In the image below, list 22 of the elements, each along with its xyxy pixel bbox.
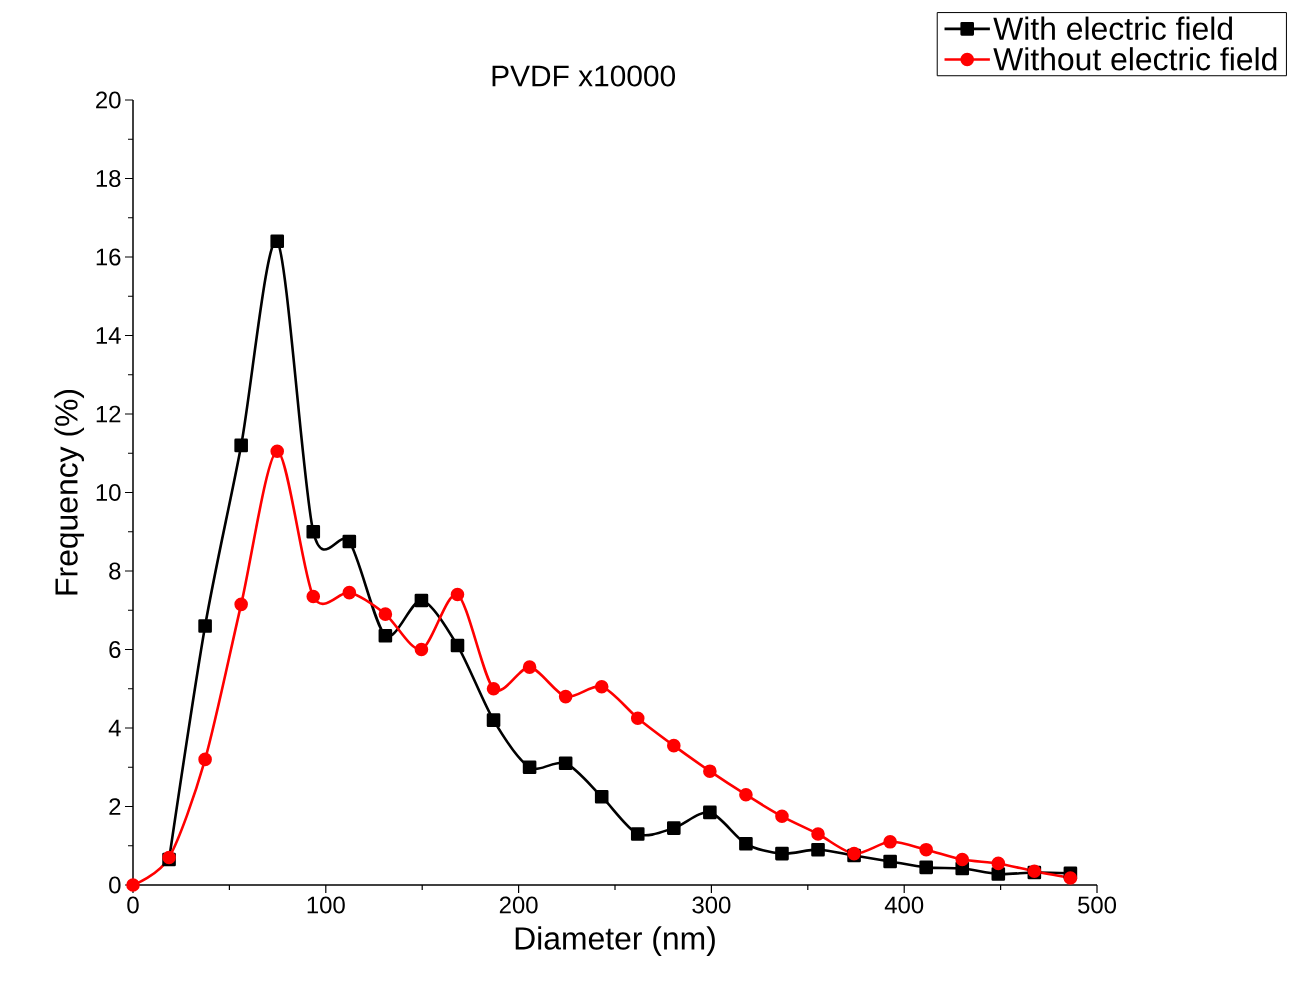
chart-title: PVDF x10000 — [492, 65, 676, 87]
y-tick-label: 4 — [108, 719, 121, 737]
legend-label: With electric field — [993, 16, 1232, 40]
y-tick-label: 0 — [109, 876, 121, 894]
y-tick-label: 6 — [109, 641, 121, 658]
y-tick-label: 8 — [109, 562, 121, 580]
y-tick-label: 2 — [109, 798, 121, 815]
x-tick-label: 0 — [127, 896, 139, 914]
y-tick-label: 12 — [96, 405, 121, 423]
y-tick-label: 18 — [96, 170, 121, 187]
y-axis-title: Frequency (%) — [54, 389, 85, 595]
y-tick-label: 16 — [96, 248, 121, 266]
x-axis-title: Diameter (nm) — [515, 926, 715, 956]
y-tick-label: 14 — [96, 327, 121, 344]
y-tick-label: 10 — [96, 484, 121, 501]
x-tick-label: 300 — [692, 896, 731, 914]
x-tick-label: 500 — [1078, 896, 1117, 914]
legend-label: Without electric field — [993, 47, 1277, 71]
x-tick-label: 100 — [307, 896, 345, 914]
x-tick-label: 200 — [499, 896, 538, 914]
y-tick-label: 20 — [96, 91, 121, 109]
x-tick-label: 400 — [884, 896, 924, 914]
